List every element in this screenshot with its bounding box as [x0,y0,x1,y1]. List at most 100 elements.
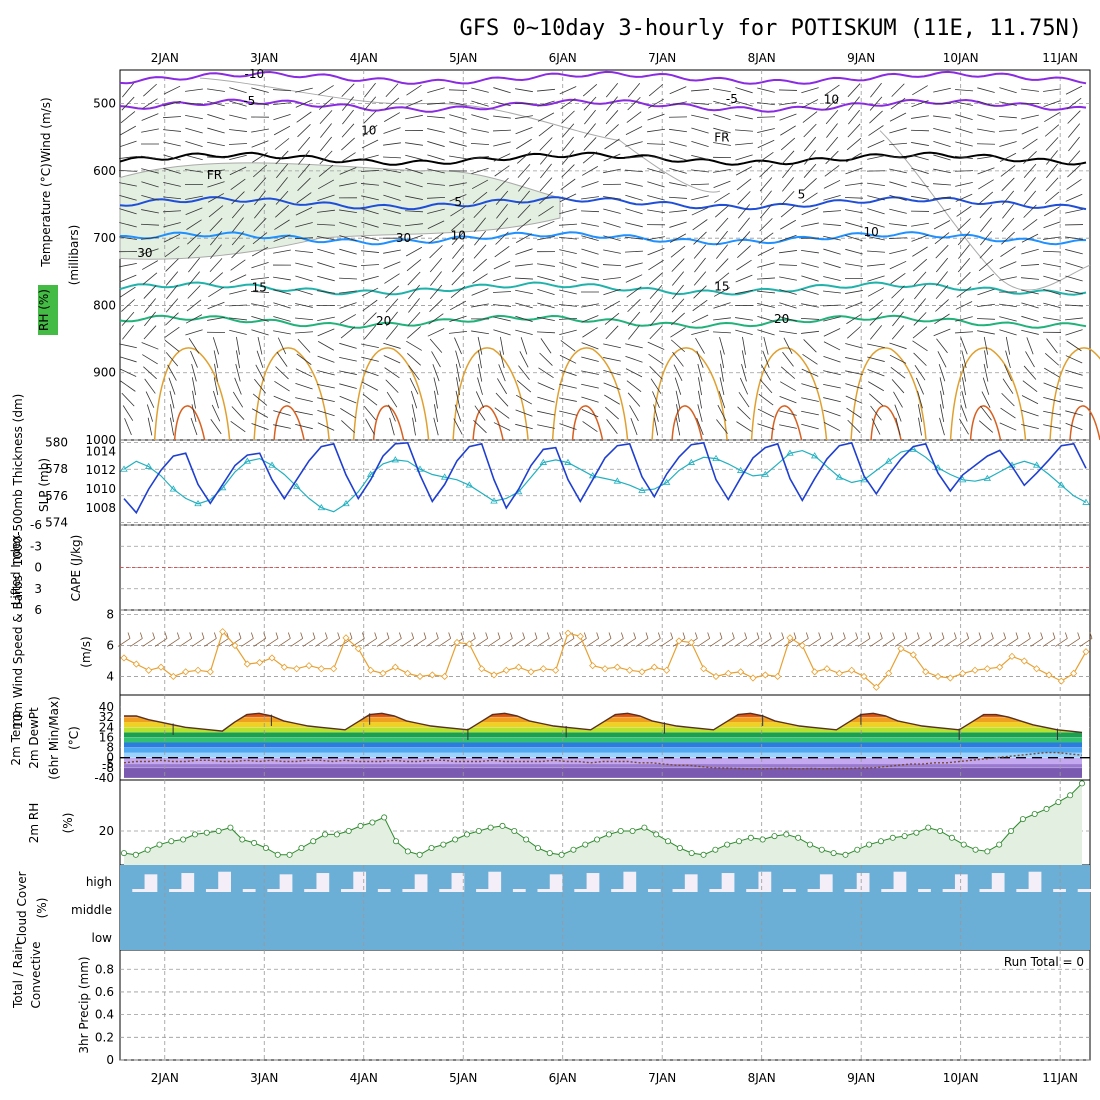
wind-barb [317,248,335,255]
wind-barb [1065,209,1083,214]
wind-barb [939,377,945,396]
wind-barb [296,111,312,123]
wind-barb [429,298,443,313]
wind-barb [537,275,555,282]
wind-barb [495,177,509,191]
wind-barb [999,303,1017,308]
wind-barb [581,342,599,350]
wind-barb [801,330,819,334]
temp-tick-label: 16 [99,730,114,744]
wind-barb [779,113,797,121]
wind10-barb-feather [164,632,168,639]
wind-barb [428,232,444,244]
wind-barb [187,285,201,299]
wind10-barb-feather [411,632,415,639]
wind10-barb [500,638,513,647]
wind-barb [825,110,839,125]
wind-barb [119,368,137,377]
wind10-barb [981,638,994,647]
wind10-point [1045,671,1053,679]
wind-barb [603,208,621,214]
rh2m-point [262,845,269,852]
wind10-barb [130,638,143,647]
wind-barb [427,87,445,93]
wind-barb [713,317,731,321]
rh2m-point [1031,811,1038,818]
wind-barb [559,86,577,95]
wind-barb [170,404,174,423]
wind-barb [275,190,289,205]
wind-barb [932,102,952,105]
wind-barb [1065,410,1083,416]
wind-barb [669,233,687,243]
wind-barb [933,208,951,215]
wind-barb [561,110,575,124]
bottom-day-label: 4JAN [350,1071,378,1085]
wind-barb [360,264,380,267]
wind-barb [519,351,529,368]
wind-barb [361,183,379,186]
rh2m-point [1067,792,1074,799]
wind-barb [405,142,423,146]
wind-barb [317,179,335,190]
wind10-barb [142,638,155,647]
wind-barb [1065,262,1083,269]
wind-barb [978,179,994,190]
wind-barb [451,271,465,286]
wind-barb [295,250,313,254]
wind-barb [405,235,423,242]
wind-barb [1043,221,1061,229]
wind10-point [145,666,153,674]
wind-barb [169,390,175,409]
wind-barb [891,298,905,313]
rh2m-point [984,848,991,855]
wind10-barb [1079,638,1093,647]
wind-barb [1000,407,1016,419]
wind-barb [1043,275,1061,282]
wind-barb [801,289,819,295]
wind-barb [185,195,203,200]
wind-barb [494,246,510,258]
wind-barb [845,167,863,175]
wind-barb [449,101,467,106]
rh2m-point [274,851,281,858]
wind-barb [1068,136,1080,152]
wind-barb [1066,97,1082,110]
wind-barb [933,220,951,230]
wind-barb [317,262,335,269]
wind-barb [581,383,599,389]
wind-barb [625,222,643,228]
wind-barb [163,141,181,147]
wind-barb [739,377,749,395]
wind-barb [649,325,663,340]
cloud-clear-bar [709,889,723,892]
wind10-barb [734,638,747,647]
wind-barb [606,96,618,111]
wind-barb [757,315,775,322]
wind-barb [980,217,992,232]
wind10-barb-feather [361,632,365,639]
wind-barb [361,195,379,201]
wind-barb [162,210,182,213]
cloud-clear-bar [205,889,219,892]
cloud-level-label: high [86,875,112,889]
cloud-clear-bar [537,889,551,892]
cloud-clear-bar [684,874,698,892]
wind-barb [801,262,819,268]
wind-barb [383,142,401,146]
wind10-barb-feather [522,632,526,639]
thickness-point [736,466,745,473]
wind-barb [428,313,444,325]
rh2m-line [123,783,1083,856]
wind10-point [687,638,695,647]
wind-barb [999,276,1017,281]
cloud-clear-bar [341,889,354,892]
wind-barb [121,96,135,111]
rh2m-point [795,834,802,841]
isotherm-label: 15 [714,280,729,294]
wind-barb [363,405,377,421]
temp-band [124,767,1082,778]
thickness-tick-label: 574 [45,515,68,529]
wind-barb [494,407,510,419]
